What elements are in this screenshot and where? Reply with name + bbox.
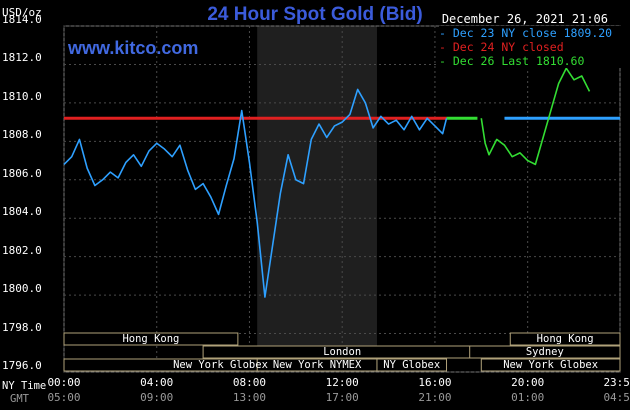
session-ny-globex-short-label: NY Globex <box>383 359 441 371</box>
session-sydney-box <box>469 345 621 359</box>
ny-time-label: NY Time <box>2 380 47 392</box>
y-axis-unit: USD/oz <box>2 6 42 19</box>
x-tick-label-ny: 20:00 <box>511 376 545 389</box>
legend-entry-dec26: - Dec 26 Last 1810.60 <box>439 54 585 68</box>
x-tick-label-gmt: 13:00 <box>232 391 267 404</box>
y-tick-label: 1810.0 <box>2 89 42 103</box>
x-tick-label-ny: 00:00 <box>47 376 81 389</box>
y-tick-label: 1806.0 <box>2 166 42 180</box>
nymex-shade <box>257 26 377 372</box>
x-tick-label-ny: 23:59 <box>603 376 630 389</box>
y-tick-label: 1814.0 <box>2 13 42 26</box>
x-tick-label-gmt: 17:00 <box>325 391 359 404</box>
x-tick-label-gmt: 21:00 <box>418 391 452 404</box>
chart-title: 24 Hour Spot Gold (Bid) <box>207 4 423 25</box>
legend-entry-dec23: - Dec 23 NY close 1809.20 <box>439 26 613 40</box>
x-tick-label-gmt: 04:59 <box>603 391 630 404</box>
series-dec23-line <box>63 88 448 298</box>
session-ny-globex-2-label: New York Globex <box>503 359 599 371</box>
x-tick-label-ny: 16:00 <box>418 376 452 389</box>
session-ny-globex-2-box <box>480 358 621 372</box>
y-tick-label: 1804.0 <box>2 205 42 219</box>
x-tick-label-ny: 04:00 <box>140 376 174 389</box>
y-tick-label: 1808.0 <box>2 128 42 142</box>
y-tick-label: 1796.0 <box>2 359 42 372</box>
x-tick-label-gmt: 09:00 <box>140 391 174 404</box>
session-hong-kong-2-box <box>509 332 621 346</box>
series-dec26-line <box>480 67 591 166</box>
gmt-label: GMT <box>10 393 29 405</box>
x-tick-label-ny: 12:00 <box>325 376 359 389</box>
session-ny-globex-short-box <box>376 358 448 372</box>
session-sydney-label: Sydney <box>525 346 564 358</box>
session-london-label: London <box>323 346 362 358</box>
session-ny-nymex-label: New York NYMEX <box>272 359 362 371</box>
session-hong-kong-2-label: Hong Kong <box>536 333 594 345</box>
y-tick-label: 1798.0 <box>2 320 42 334</box>
session-hong-kong-box <box>63 332 239 346</box>
legend-entry-dec24: - Dec 24 NY closed <box>439 40 564 54</box>
x-tick-label-gmt: 01:00 <box>511 391 545 404</box>
y-tick-label: 1800.0 <box>2 282 42 296</box>
x-tick-label-gmt: 05:00 <box>47 391 81 404</box>
session-ny-globex-label: New York Globex <box>173 359 268 371</box>
legend: - Dec 23 NY close 1809.20 - Dec 24 NY cl… <box>439 26 622 68</box>
session-hong-kong-label: Hong Kong <box>122 333 180 345</box>
y-tick-label: 1812.0 <box>2 51 42 65</box>
source-watermark: www.kitco.com <box>68 38 199 58</box>
x-tick-label-ny: 08:00 <box>232 376 267 389</box>
y-tick-label: 1802.0 <box>2 243 42 257</box>
timestamp: December 26, 2021 21:06 <box>441 12 608 26</box>
